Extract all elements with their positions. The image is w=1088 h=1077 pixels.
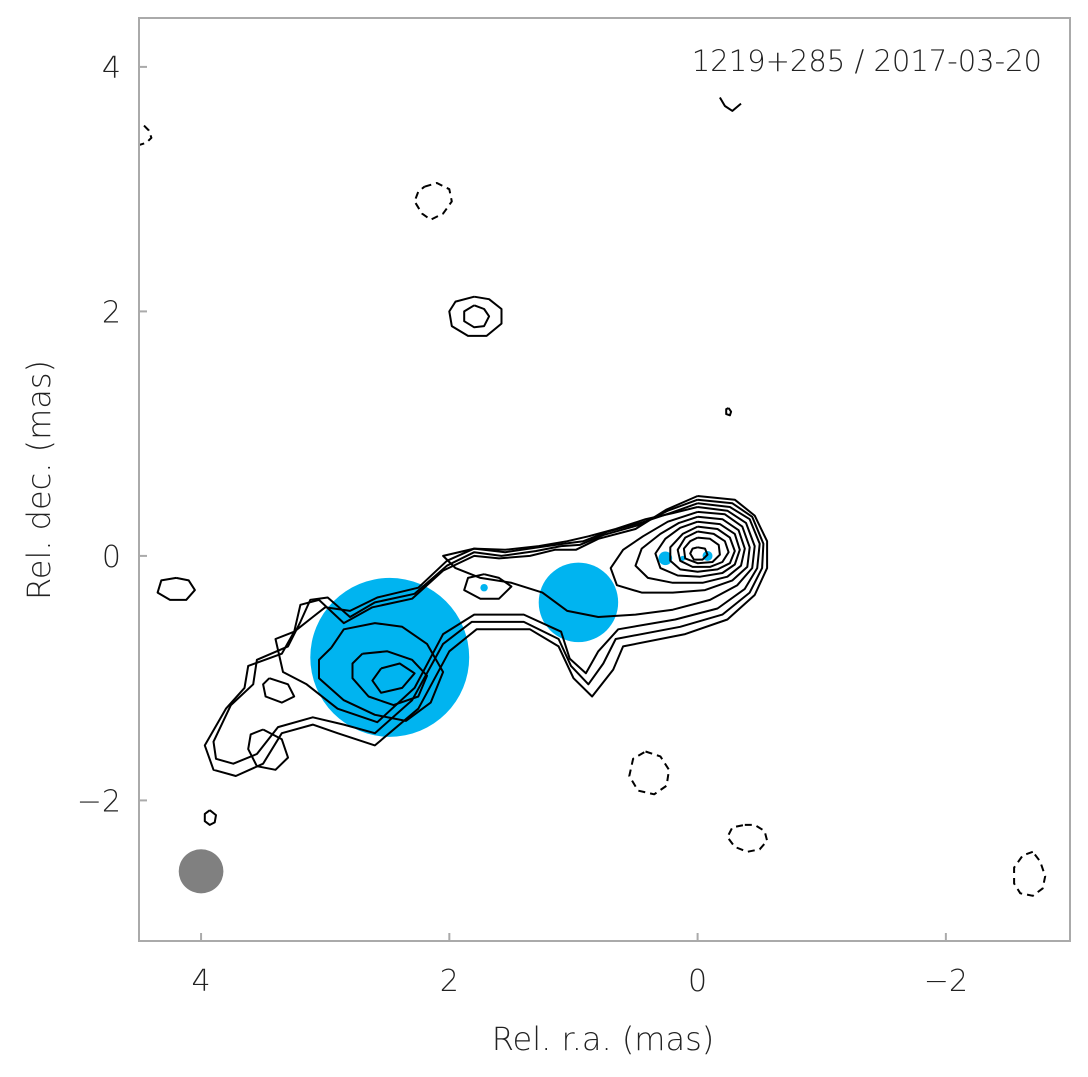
negative-contour-3 — [726, 823, 769, 853]
positive-contour-17 — [262, 677, 296, 704]
positive-contour-13 — [676, 530, 730, 568]
positive-contour-15 — [689, 546, 709, 561]
x-tick-label-4: −2 — [924, 964, 968, 999]
beam-ellipse — [178, 849, 224, 894]
model-component-3 — [480, 583, 488, 592]
contour-lines — [139, 96, 1047, 897]
positive-contour-12 — [669, 525, 736, 573]
positive-contour-9 — [609, 510, 751, 594]
positive-contour-23 — [719, 96, 742, 112]
model-component-4 — [658, 551, 673, 566]
y-tick-label-2: 2 — [102, 295, 121, 330]
source-epoch-label: 1219+285 / 2017-03-20 — [692, 44, 1042, 78]
positive-contour-16 — [247, 728, 289, 771]
positive-contour-19 — [463, 304, 491, 329]
plot-frame — [138, 17, 1071, 942]
positive-contour-10 — [634, 515, 746, 584]
restoring-beam — [178, 849, 224, 894]
positive-contour-22 — [725, 407, 733, 417]
model-component-5 — [680, 555, 686, 561]
positive-contour-2 — [212, 498, 765, 765]
negative-contour-1 — [413, 182, 453, 221]
x-tick-label-1: 4 — [192, 964, 211, 999]
positive-contour-6 — [351, 650, 428, 707]
positive-contour-14 — [682, 536, 721, 565]
positive-contour-20 — [156, 576, 196, 601]
y-tick-label-4: −2 — [77, 784, 121, 819]
positive-contour-5 — [318, 622, 445, 722]
positive-contour-3 — [274, 502, 761, 724]
x-tick-label-3: 0 — [688, 964, 707, 999]
positive-contour-21 — [203, 809, 217, 826]
negative-contour-5 — [139, 124, 153, 147]
y-axis-title: Rel. dec. (mas) — [20, 360, 58, 600]
model-component-2 — [538, 562, 619, 643]
plot-area — [139, 96, 1047, 897]
x-axis-title: Rel. r.a. (mas) — [492, 1020, 714, 1058]
positive-contour-8 — [463, 573, 513, 600]
negative-contour-4 — [1013, 850, 1047, 897]
negative-contour-2 — [628, 750, 670, 796]
positive-contour-18 — [448, 295, 503, 337]
y-tick-label-3: 0 — [102, 540, 121, 575]
y-tick-label-1: 4 — [102, 51, 121, 86]
x-tick-label-2: 2 — [440, 964, 459, 999]
axis-ticks: 4 2 0 −2 4 2 0 −2 — [77, 51, 968, 999]
positive-contour-4 — [442, 506, 756, 618]
positive-contour-7 — [371, 662, 416, 694]
positive-contour-11 — [654, 520, 741, 578]
positive-contour-1 — [203, 495, 769, 777]
